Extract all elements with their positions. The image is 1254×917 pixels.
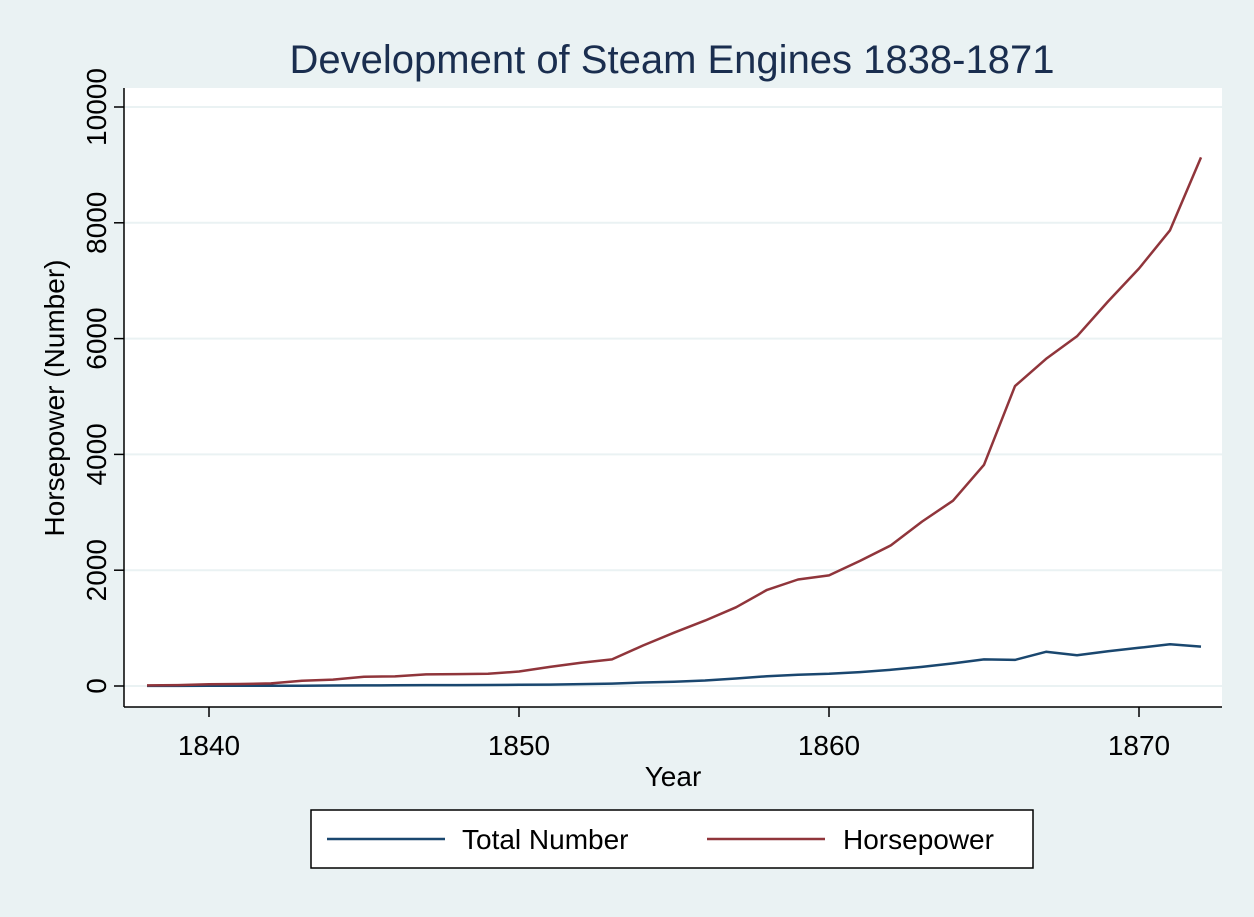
series-line-horsepower — [146, 156, 1203, 687]
y-tick-label-8000: 8000 — [81, 192, 112, 254]
series-line-total-number — [147, 643, 1202, 688]
x-tick-label-1850: 1850 — [488, 730, 550, 761]
y-axis-label: Horsepower (Number) — [39, 260, 70, 537]
chart-title: Development of Steam Engines 1838-1871 — [290, 38, 1055, 82]
x-tick-label-1840: 1840 — [178, 730, 240, 761]
y-tick-label-6000: 6000 — [81, 307, 112, 369]
x-tick-label-1870: 1870 — [1108, 730, 1170, 761]
legend-label-horsepower: Horsepower — [843, 824, 994, 855]
y-tick-label-2000: 2000 — [81, 539, 112, 601]
y-tick-label-10000: 10000 — [81, 68, 112, 146]
axis-ticks: 0 2000 4000 6000 8000 10000 1840 1850 1860 1870 — [81, 68, 1170, 761]
x-tick-label-1860: 1860 — [798, 730, 860, 761]
y-tick-label-4000: 4000 — [81, 423, 112, 485]
legend: Total Number Horsepower — [310, 809, 1034, 869]
y-tick-label-0: 0 — [81, 678, 112, 694]
legend-label-total-number: Total Number — [462, 824, 629, 855]
series-lines — [146, 156, 1203, 688]
x-axis-label: Year — [645, 761, 702, 792]
plot-area — [124, 88, 1222, 707]
